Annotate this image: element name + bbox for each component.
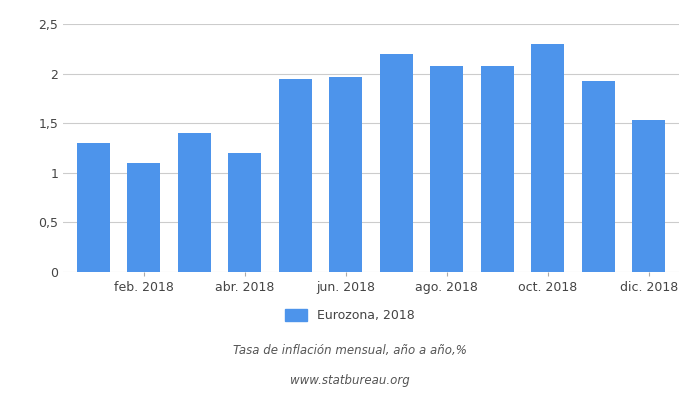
Bar: [430, 66, 463, 272]
Bar: [178, 133, 211, 272]
Bar: [279, 78, 312, 272]
Bar: [582, 80, 615, 272]
Text: www.statbureau.org: www.statbureau.org: [290, 374, 410, 387]
Bar: [380, 54, 413, 272]
Bar: [228, 153, 261, 272]
Bar: [481, 66, 514, 272]
Bar: [632, 120, 665, 272]
Legend: Eurozona, 2018: Eurozona, 2018: [280, 304, 420, 327]
Bar: [531, 44, 564, 272]
Bar: [77, 143, 110, 272]
Text: Tasa de inflación mensual, año a año,%: Tasa de inflación mensual, año a año,%: [233, 344, 467, 357]
Bar: [329, 76, 362, 272]
Bar: [127, 163, 160, 272]
